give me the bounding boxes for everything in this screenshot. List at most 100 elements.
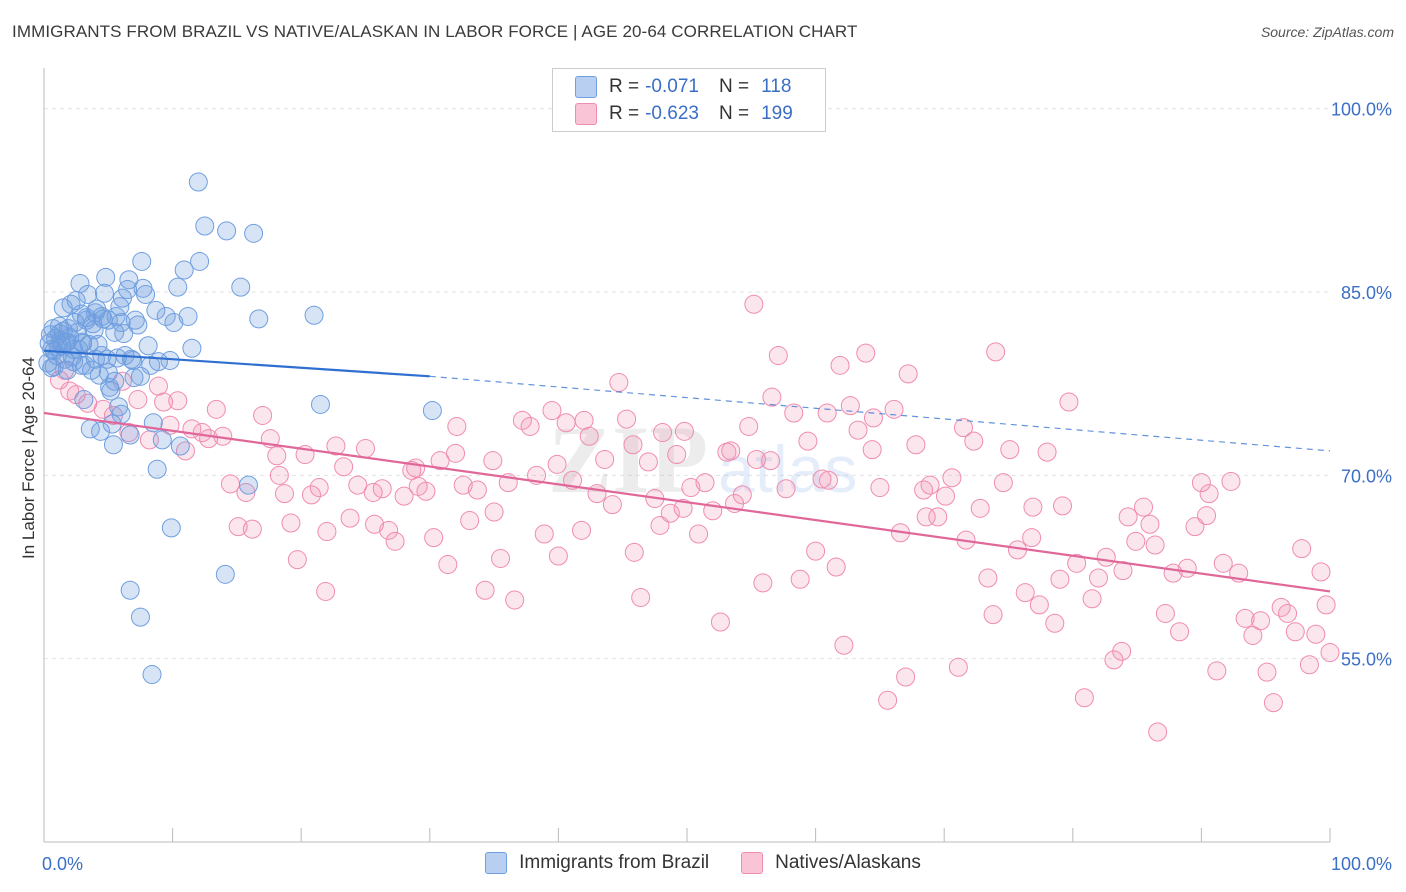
data-point [660, 503, 680, 523]
data-point [111, 404, 131, 424]
legend-row-natives: R = -0.623 N = 199 [575, 102, 793, 126]
data-point [119, 270, 139, 290]
data-point [617, 409, 637, 429]
data-point [1278, 603, 1298, 623]
data-point [217, 221, 237, 241]
data-point [768, 346, 788, 366]
data-point [231, 277, 251, 297]
data-point [91, 421, 111, 441]
data-point [1134, 497, 1154, 517]
legend-swatch-pink [741, 852, 764, 874]
data-point [178, 306, 198, 326]
data-point [274, 484, 294, 504]
data-point [595, 449, 615, 469]
data-point [650, 515, 670, 535]
data-point [242, 519, 262, 539]
data-point [118, 280, 138, 300]
data-point [1320, 643, 1340, 663]
legend-n-label: N = [718, 76, 750, 97]
data-point [53, 298, 73, 318]
data-point [834, 635, 854, 655]
y-tick-label: 100.0% [1331, 100, 1392, 120]
data-point [1015, 583, 1035, 603]
data-point [76, 308, 96, 328]
data-point [1023, 497, 1043, 517]
data-point [422, 401, 442, 421]
data-point [512, 410, 532, 430]
data-point [732, 485, 752, 505]
data-point [136, 284, 156, 304]
data-point [42, 339, 62, 359]
data-point [60, 381, 80, 401]
data-point [317, 522, 337, 542]
data-point [253, 405, 273, 425]
legend-label-brazil: Immigrants from Brazil [519, 852, 710, 873]
data-point [1299, 655, 1319, 675]
data-point [206, 399, 226, 419]
data-point [188, 172, 208, 192]
legend-swatch-pink [575, 103, 597, 125]
data-point [394, 486, 414, 506]
data-point [1235, 608, 1255, 628]
data-point [120, 425, 140, 445]
data-point [574, 410, 594, 430]
data-point [983, 605, 1003, 625]
data-point [942, 468, 962, 488]
data-point [1089, 568, 1109, 588]
legend-swatch-blue [575, 76, 597, 98]
data-point [267, 446, 287, 466]
data-point [190, 251, 210, 271]
data-point [424, 528, 444, 548]
data-point [484, 502, 504, 522]
data-point [281, 513, 301, 533]
data-point [114, 324, 134, 344]
data-point [798, 431, 818, 451]
data-point [1112, 641, 1132, 661]
data-point [817, 403, 837, 423]
data-point [1126, 531, 1146, 551]
data-point [101, 381, 121, 401]
legend-n-value: 118 [761, 76, 792, 97]
data-point [154, 392, 174, 412]
x-tick-label-start: 0.0% [42, 854, 83, 874]
data-point [236, 482, 256, 502]
data-point [746, 449, 766, 469]
data-point [914, 480, 934, 500]
data-point [587, 484, 607, 504]
data-point [124, 368, 144, 388]
data-point [695, 473, 715, 493]
data-point [74, 390, 94, 410]
data-point [761, 451, 781, 471]
data-point [98, 363, 118, 383]
points-natives-alaskans [49, 294, 1340, 742]
data-point [1050, 569, 1070, 589]
data-point [1213, 553, 1233, 573]
data-point [121, 349, 141, 369]
data-point [572, 520, 592, 540]
data-point [168, 277, 188, 297]
data-point [505, 590, 525, 610]
data-point [147, 459, 167, 479]
data-point [103, 435, 123, 455]
data-point [132, 251, 152, 271]
data-point [1191, 473, 1211, 493]
data-point [896, 667, 916, 687]
data-point [44, 357, 64, 377]
data-point [948, 657, 968, 677]
data-point [304, 305, 324, 325]
legend-item-brazil: Immigrants from Brazil [485, 852, 709, 874]
data-point [93, 399, 113, 419]
data-point [753, 573, 773, 593]
data-point [438, 555, 458, 575]
data-point [710, 612, 730, 632]
data-point [372, 479, 392, 499]
y-axis-label: In Labor Force | Age 20-64 [19, 357, 38, 559]
data-point [1263, 693, 1283, 713]
series-legend: Immigrants from Brazil Natives/Alaskans [0, 852, 1406, 874]
data-point [1197, 506, 1217, 526]
data-point [483, 451, 503, 471]
data-point [106, 306, 126, 326]
data-point [744, 294, 764, 314]
data-point [1037, 442, 1057, 462]
